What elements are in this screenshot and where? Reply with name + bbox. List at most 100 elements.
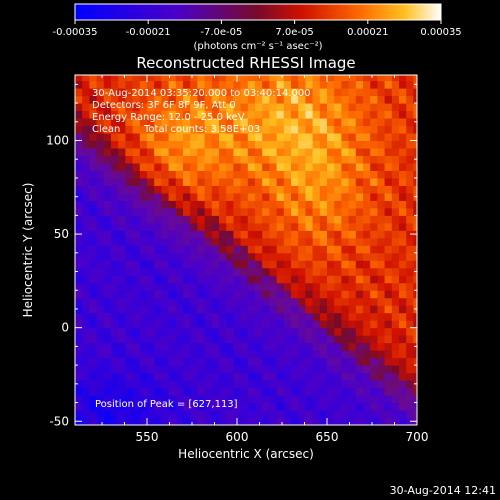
heatmap-cell xyxy=(96,387,105,396)
heatmap-cell xyxy=(197,290,206,299)
heatmap-cell xyxy=(341,320,350,329)
heatmap-cell xyxy=(219,357,227,366)
heatmap-cell xyxy=(406,177,414,186)
heatmap-cell xyxy=(219,372,227,381)
heatmap-cell xyxy=(384,342,393,351)
heatmap-cell xyxy=(154,282,162,291)
heatmap-cell xyxy=(305,387,314,396)
heatmap-cell xyxy=(413,402,417,411)
heatmap-cell xyxy=(247,125,256,134)
heatmap-cell xyxy=(147,357,155,366)
heatmap-cell xyxy=(247,297,256,306)
heatmap-cell xyxy=(132,335,141,344)
heatmap-cell xyxy=(111,170,119,179)
heatmap-cell xyxy=(82,207,90,216)
heatmap-cell xyxy=(247,95,256,104)
heatmap-cell xyxy=(204,267,213,276)
heatmap-cell xyxy=(175,80,184,89)
heatmap-cell xyxy=(161,88,170,97)
heatmap-cell xyxy=(139,230,148,239)
heatmap-cell xyxy=(312,88,321,97)
heatmap-cell xyxy=(139,350,148,359)
heatmap-cell xyxy=(154,387,162,396)
heatmap-cell xyxy=(183,327,191,336)
heatmap-cell xyxy=(197,155,206,164)
heatmap-cell xyxy=(89,372,98,381)
heatmap-cell xyxy=(327,402,335,411)
heatmap-cell xyxy=(197,402,206,411)
heatmap-cell xyxy=(211,275,220,284)
heatmap-cell xyxy=(139,147,148,156)
heatmap-cell xyxy=(334,200,342,209)
heatmap-cell xyxy=(132,290,141,299)
heatmap-cell xyxy=(291,252,299,261)
heatmap-cell xyxy=(183,282,191,291)
heatmap-cell xyxy=(327,147,335,156)
heatmap-cell xyxy=(262,88,270,97)
colorbar-tick-label: 0.00035 xyxy=(420,27,461,38)
heatmap-cell xyxy=(82,222,90,231)
heatmap-cell xyxy=(161,290,170,299)
heatmap-cell xyxy=(406,275,414,284)
heatmap-cell xyxy=(211,88,220,97)
heatmap-cell xyxy=(413,275,417,284)
heatmap-cell xyxy=(111,110,119,119)
heatmap-cell xyxy=(219,215,227,224)
heatmap-cell xyxy=(298,320,306,329)
heatmap-cell xyxy=(363,147,371,156)
heatmap-cell xyxy=(132,245,141,254)
heatmap-cell xyxy=(233,320,242,329)
heatmap-cell xyxy=(132,252,141,261)
heatmap-cell xyxy=(355,185,364,194)
heatmap-cell xyxy=(96,200,105,209)
heatmap-cell xyxy=(197,230,206,239)
heatmap-cell xyxy=(384,305,393,314)
heatmap-cell xyxy=(262,380,270,389)
heatmap-cell xyxy=(384,365,393,374)
heatmap-cell xyxy=(247,192,256,201)
heatmap-cell xyxy=(363,410,371,419)
heatmap-cell xyxy=(283,88,292,97)
heatmap-cell xyxy=(89,170,98,179)
heatmap-cell xyxy=(226,252,234,261)
heatmap-cell xyxy=(154,335,162,344)
heatmap-cell xyxy=(291,297,299,306)
heatmap-cell xyxy=(384,267,393,276)
heatmap-cell xyxy=(247,410,256,419)
heatmap-cell xyxy=(168,95,177,104)
heatmap-cell xyxy=(406,110,414,119)
heatmap-cell xyxy=(118,327,126,336)
heatmap-cell xyxy=(363,275,371,284)
heatmap-cell xyxy=(384,118,393,127)
heatmap-cell xyxy=(377,260,386,269)
heatmap-cell xyxy=(291,133,299,142)
heatmap-cell xyxy=(247,395,256,404)
heatmap-cell xyxy=(341,200,350,209)
heatmap-cell xyxy=(132,312,141,321)
heatmap-cell xyxy=(269,155,278,164)
heatmap-cell xyxy=(132,80,141,89)
heatmap-cell xyxy=(276,207,285,216)
heatmap-cell xyxy=(276,110,285,119)
heatmap-cell xyxy=(298,402,306,411)
heatmap-cell xyxy=(247,305,256,314)
heatmap-cell xyxy=(305,185,314,194)
heatmap-cell xyxy=(262,103,270,112)
heatmap-cell xyxy=(96,410,105,419)
heatmap-cell xyxy=(96,297,105,306)
heatmap-cell xyxy=(233,290,242,299)
heatmap-cell xyxy=(298,417,306,425)
heatmap-cell xyxy=(305,200,314,209)
heatmap-cell xyxy=(255,327,263,336)
heatmap-cell xyxy=(147,260,155,269)
heatmap-cell xyxy=(384,230,393,239)
heatmap-cell xyxy=(233,125,242,134)
heatmap-cell xyxy=(348,215,357,224)
heatmap-cell xyxy=(139,320,148,329)
heatmap-cell xyxy=(276,342,285,351)
heatmap-cell xyxy=(211,177,220,186)
heatmap-cell xyxy=(132,103,141,112)
heatmap-cell xyxy=(269,88,278,97)
heatmap-cell xyxy=(319,312,328,321)
heatmap-cell xyxy=(399,260,407,269)
